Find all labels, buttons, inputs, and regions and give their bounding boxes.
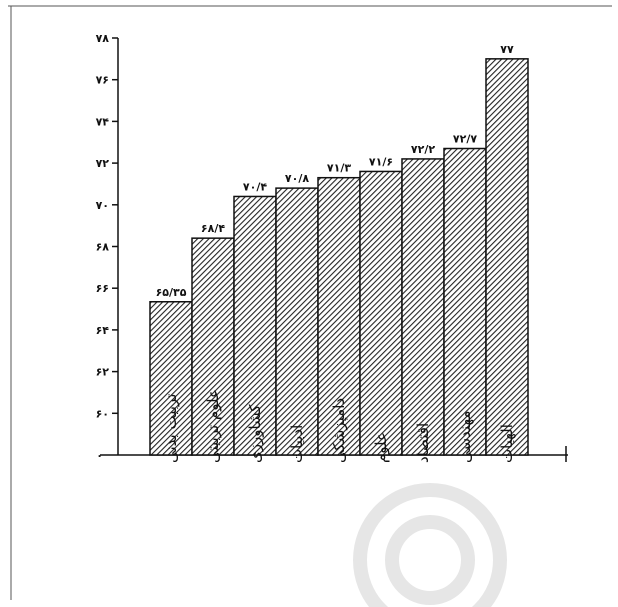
category-label: مهندسی (456, 411, 474, 463)
bar-value-label: ۷۷ (500, 43, 514, 56)
category-label: اقتصاد (414, 423, 432, 463)
bar-value-label: ۷۲/۲ (411, 143, 435, 156)
category-label: الهیات (498, 424, 516, 463)
bar-value-label: ۷۰/۸ (285, 172, 309, 185)
y-tick-label: ۷۶ (96, 74, 109, 87)
bar (485, 58, 529, 456)
bar-value-label: ۶۵/۳۵ (156, 286, 187, 299)
category-label: دامپزشکی (330, 398, 349, 463)
bar-value-label: ۶۸/۴ (201, 222, 225, 235)
y-tick-label: ۷۰ (96, 199, 109, 212)
bar-value-label: ۷۰/۴ (243, 180, 267, 193)
bar (233, 195, 277, 456)
category-label: علوم (372, 432, 390, 463)
category-label: علوم تربیتی (204, 389, 222, 463)
bar-value-label: ۷۲/۷ (453, 133, 477, 146)
y-tick-label: ۷۴ (96, 115, 110, 128)
y-origin-label: ۰ (96, 449, 103, 462)
bar (401, 158, 445, 456)
bar-value-label: ۷۱/۳ (327, 162, 351, 175)
bars-group (149, 58, 529, 456)
category-label: ادبیات (288, 425, 306, 463)
bar (443, 147, 487, 456)
bar (149, 301, 193, 456)
y-tick-label: ۶۲ (96, 366, 110, 379)
y-tick-label: ۶۶ (96, 282, 109, 295)
category-label: کشاورزی (246, 404, 264, 463)
y-tick-label: ۶۴ (96, 324, 110, 337)
category-label: تربیت بدنی (162, 394, 180, 463)
y-axis-ticks: ۶۰ ۶۲ ۶۴ ۶۶ ۶۸ ۷۰ ۷۲ ۷۴ ۷۶ ۷۸ (96, 32, 118, 420)
bar (317, 176, 361, 456)
bar (275, 187, 319, 456)
watermark-emblem (353, 483, 507, 607)
y-tick-label: ۷۸ (96, 32, 110, 45)
y-tick-label: ۶۰ (96, 407, 109, 420)
y-tick-label: ۷۲ (96, 157, 110, 170)
bar (359, 170, 403, 456)
category-labels-group: تربیت بدنی علوم تربیتی کشاورزی ادبیات دامپزش… (162, 389, 516, 463)
y-tick-label: ۶۸ (96, 241, 110, 254)
value-labels-group: ۶۵/۳۵ ۶۸/۴ ۷۰/۴ ۷۰/۸ ۷۱/۳ ۷۱/۶ ۷۲/۲ ۷۲/۷ ۷۷ (156, 43, 514, 299)
bar-value-label: ۷۱/۶ (369, 155, 393, 168)
